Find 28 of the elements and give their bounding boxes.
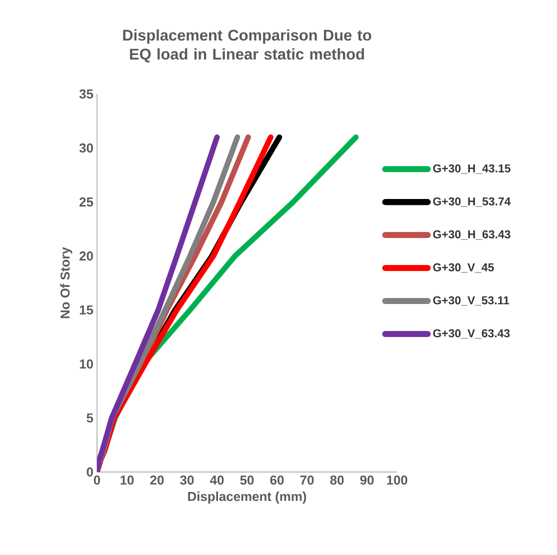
y-tick-label: 20 (80, 251, 93, 261)
legend-label: G+30_H_63.43 (433, 230, 510, 240)
y-tick-label: 5 (86, 413, 94, 423)
y-tick-label: 25 (80, 197, 94, 207)
x-tick-label: 30 (180, 476, 194, 485)
x-tick-label: 60 (270, 476, 284, 485)
y-tick-label: 10 (80, 359, 93, 369)
x-tick-label: 80 (330, 476, 344, 485)
x-tick-label: 40 (210, 476, 224, 485)
y-axis-title: No Of Story (60, 247, 72, 318)
chart-title: Displacement Comparison Due to EQ load in Linear static method (123, 29, 372, 62)
y-tick-label: 0 (86, 467, 93, 477)
x-tick-label: 50 (240, 476, 254, 485)
x-tick-label: 70 (300, 476, 314, 485)
y-tick-label: 15 (80, 305, 94, 315)
legend-label: G+30_V_45 (433, 263, 494, 273)
y-tick-label: 30 (79, 143, 93, 153)
legend-label: G+30_V_53.11 (433, 296, 510, 306)
x-tick-label: 0 (94, 476, 100, 485)
x-tick-label: 90 (360, 476, 374, 485)
legend-label: G+30_V_63.43 (433, 329, 510, 339)
x-tick-label: 10 (120, 476, 134, 485)
legend-label: G+30_H_43.15 (433, 164, 510, 174)
x-tick-label: 20 (150, 476, 164, 485)
y-tick-label: 35 (79, 89, 94, 99)
legend-label: G+30_H_53.74 (433, 197, 511, 207)
x-axis-title: Displacement (mm) (188, 492, 306, 504)
x-tick-label: 100 (387, 476, 408, 485)
